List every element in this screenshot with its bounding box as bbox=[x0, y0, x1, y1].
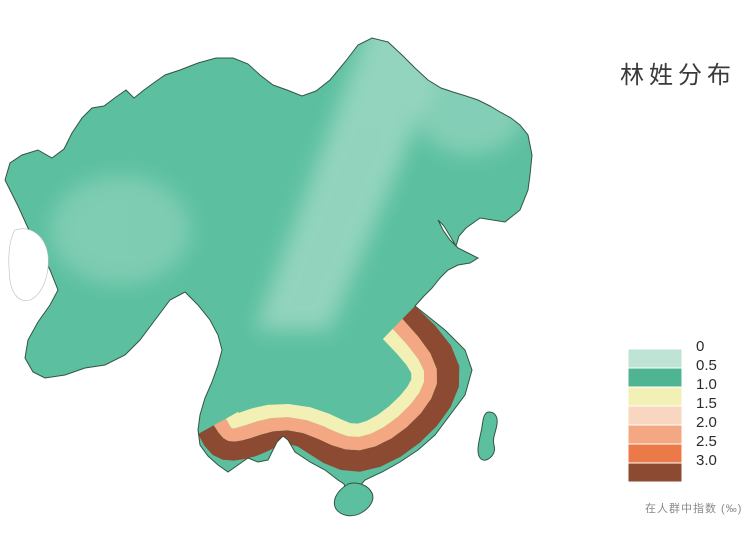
svg-text:3.0: 3.0 bbox=[696, 452, 717, 469]
svg-text:0: 0 bbox=[696, 338, 704, 355]
svg-text:2.5: 2.5 bbox=[696, 433, 717, 450]
svg-text:1.0: 1.0 bbox=[696, 376, 717, 393]
svg-text:0.5: 0.5 bbox=[696, 357, 717, 374]
svg-text:1.5: 1.5 bbox=[696, 395, 717, 412]
svg-text:2.0: 2.0 bbox=[696, 414, 717, 431]
